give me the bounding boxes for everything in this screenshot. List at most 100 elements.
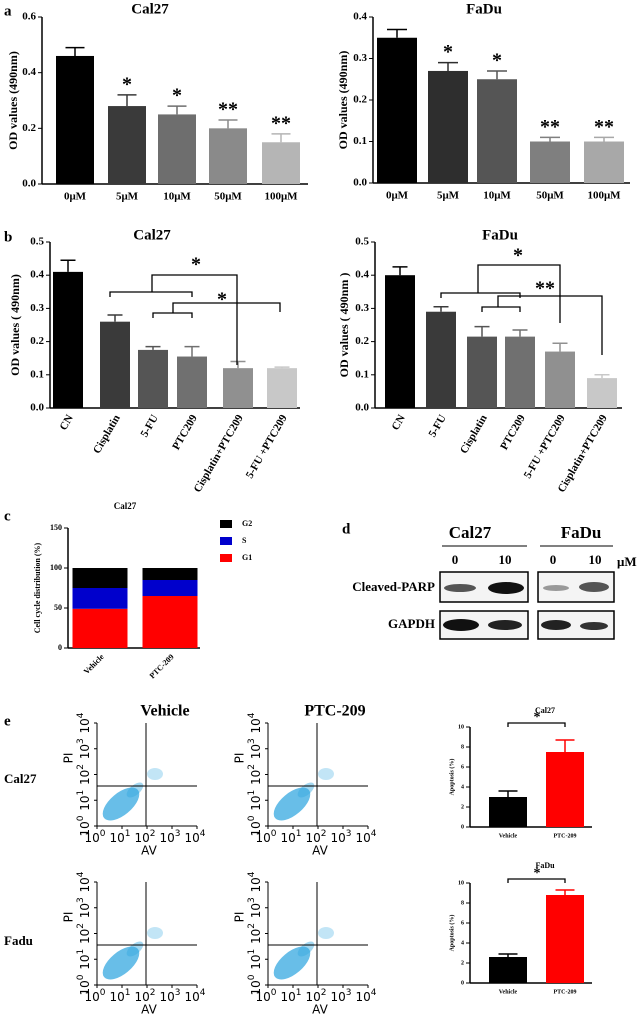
band bbox=[488, 582, 524, 594]
y-tick-label: 0.4 bbox=[353, 11, 367, 23]
error-bar bbox=[271, 133, 291, 143]
protein: Cleaved-PARP bbox=[352, 579, 435, 594]
x-axis-label: AV bbox=[141, 844, 157, 858]
bar bbox=[223, 368, 253, 408]
error-bar bbox=[274, 366, 290, 369]
bar bbox=[467, 336, 497, 408]
y-tick-label: 0.5 bbox=[30, 236, 44, 248]
y-tick-label: 10 bbox=[458, 724, 464, 730]
bar bbox=[138, 349, 168, 408]
tick-exponent: 2 bbox=[321, 988, 327, 998]
y-axis-label: OD values ( 490nm ) bbox=[337, 273, 351, 378]
error-bar bbox=[167, 105, 187, 115]
panel-label: a bbox=[4, 3, 12, 19]
error-bar bbox=[498, 953, 518, 957]
y-tick-label: 0.6 bbox=[22, 11, 36, 23]
stack-segment bbox=[142, 568, 198, 580]
cell-line: FaDu bbox=[561, 523, 602, 542]
cell-population bbox=[273, 787, 311, 821]
error-bar bbox=[540, 136, 560, 142]
significance: * bbox=[191, 254, 201, 276]
y-tick-label: 101 bbox=[247, 790, 263, 811]
cell-population bbox=[273, 946, 311, 980]
bar bbox=[477, 79, 517, 183]
tick-base: 10 bbox=[249, 718, 263, 733]
error-bar bbox=[552, 342, 568, 352]
y-tick-label: 0.2 bbox=[22, 122, 36, 134]
tick-base: 10 bbox=[330, 990, 345, 1004]
panel-label: d bbox=[342, 521, 351, 537]
y-tick-label: 0.0 bbox=[355, 402, 369, 414]
bracket bbox=[481, 295, 603, 355]
x-tick-label: 100 bbox=[255, 829, 276, 845]
bar bbox=[108, 106, 146, 184]
x-tick-label: 10μM bbox=[163, 191, 191, 203]
x-tick-label: Vehicle bbox=[499, 989, 518, 995]
x-tick-label: 0μM bbox=[64, 191, 87, 203]
significance: ** bbox=[535, 278, 555, 300]
x-tick-label: 101 bbox=[109, 829, 130, 845]
y-tick-label: 100 bbox=[76, 974, 92, 995]
x-tick-label: 10μM bbox=[483, 190, 511, 202]
bar bbox=[385, 275, 415, 408]
y-tick-label: 0 bbox=[461, 824, 464, 830]
y-tick-label: 102 bbox=[76, 923, 92, 944]
error-bar bbox=[487, 70, 507, 80]
column-title: PTC-209 bbox=[304, 703, 365, 720]
bar bbox=[56, 55, 94, 184]
y-tick-label: 102 bbox=[76, 764, 92, 785]
x-tick-label: 50μM bbox=[214, 191, 242, 203]
y-axis-label: Apoptosis (%) bbox=[448, 759, 455, 796]
error-bar bbox=[117, 94, 137, 107]
bracket bbox=[507, 722, 566, 727]
y-tick-label: 104 bbox=[247, 712, 263, 733]
significance: * bbox=[443, 41, 453, 63]
y-tick-label: 0.1 bbox=[30, 368, 44, 380]
y-tick-label: 50 bbox=[54, 603, 62, 612]
y-axis-label: Apoptosis (%) bbox=[448, 915, 455, 952]
error-bar bbox=[107, 314, 123, 322]
tick-exponent: 2 bbox=[247, 923, 257, 929]
bar bbox=[584, 141, 624, 183]
x-axis-label: AV bbox=[141, 1003, 157, 1017]
tick-exponent: 4 bbox=[371, 988, 377, 998]
x-tick-label: 104 bbox=[355, 829, 376, 845]
error-bar bbox=[60, 259, 76, 272]
bar bbox=[53, 271, 83, 408]
column-title: Vehicle bbox=[140, 703, 189, 720]
bracket bbox=[109, 274, 238, 365]
y-tick-label: 0.2 bbox=[355, 335, 369, 347]
stack-segment bbox=[142, 596, 198, 648]
y-tick-label: 0.4 bbox=[30, 269, 44, 281]
tick-base: 10 bbox=[78, 877, 92, 892]
error-bar bbox=[512, 329, 528, 337]
tick-base: 10 bbox=[255, 990, 270, 1004]
y-tick-label: 103 bbox=[247, 738, 263, 759]
y-tick-label: 101 bbox=[76, 949, 92, 970]
y-axis-label: Cell cycle distribution (%) bbox=[33, 542, 42, 633]
panel-label: e bbox=[4, 713, 11, 729]
tick-base: 10 bbox=[78, 770, 92, 785]
y-tick-label: 0.1 bbox=[355, 368, 369, 380]
tick-exponent: 2 bbox=[247, 764, 257, 770]
tick-exponent: 0 bbox=[100, 829, 106, 839]
legend-swatch bbox=[220, 554, 232, 562]
y-tick-label: 100 bbox=[76, 815, 92, 836]
row-label: Fadu bbox=[4, 933, 33, 948]
y-tick-label: 102 bbox=[247, 923, 263, 944]
tick-exponent: 0 bbox=[76, 815, 86, 821]
error-bar bbox=[218, 119, 238, 129]
x-tick-label: Cisplatin bbox=[91, 413, 123, 456]
y-tick-label: 6 bbox=[461, 920, 464, 926]
x-tick-label: 100μM bbox=[264, 191, 298, 203]
band bbox=[580, 622, 608, 630]
tick-base: 10 bbox=[249, 980, 263, 995]
bar bbox=[267, 368, 297, 408]
tick-exponent: 4 bbox=[371, 829, 377, 839]
chart-title: FaDu bbox=[466, 1, 502, 17]
y-tick-label: 100 bbox=[247, 974, 263, 995]
tick-exponent: 3 bbox=[76, 738, 86, 744]
chart-title: Cal27 bbox=[114, 501, 137, 511]
tick-exponent: 0 bbox=[100, 988, 106, 998]
